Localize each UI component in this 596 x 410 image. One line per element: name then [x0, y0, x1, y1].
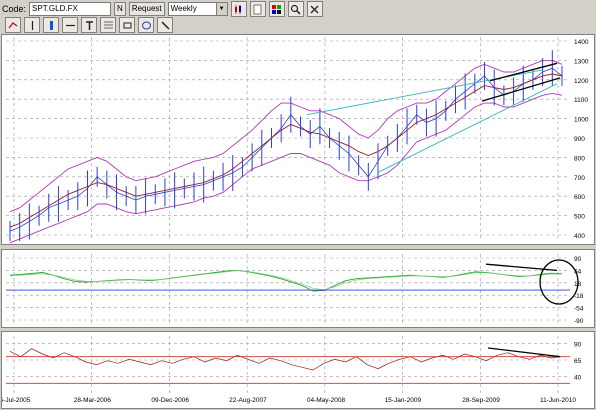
chevron-down-icon: ▼: [215, 3, 227, 15]
y-tick-label: 700: [574, 175, 585, 182]
drawing-tool-icon[interactable]: [5, 17, 21, 33]
series-line-0: [9, 348, 563, 371]
divergence-line: [485, 263, 558, 272]
y-tick-label: 90: [574, 256, 582, 263]
rsi-chart: 90 65 40 15-Jul-2005 28-Mar-2006 09-Dec-2006 2…: [0, 336, 582, 404]
n-button[interactable]: N: [114, 2, 126, 16]
y-tick-label: 1300: [574, 58, 589, 65]
y-tick-label: 65: [574, 358, 582, 365]
fibonacci-icon[interactable]: [100, 17, 116, 33]
y-tick-label: -18: [574, 293, 584, 300]
y-tick-label: -90: [574, 318, 584, 325]
y-tick-label: 500: [574, 214, 585, 221]
period-value: Weekly: [170, 4, 197, 13]
y-tick-label: 400: [574, 233, 585, 240]
price-chart: 400 500 600 700 800 900 1000 1100 1200 1300 1400: [6, 37, 589, 244]
x-tick-label: 11-Jun-2010: [540, 397, 576, 404]
text-tool-icon[interactable]: [81, 17, 97, 33]
line-tool-icon[interactable]: [157, 17, 173, 33]
series-line-1: [9, 270, 562, 291]
toolbar: Code: SPT.GLD.FX N Request Weekly ▼: [0, 0, 596, 34]
x-tick-label: 15-Jul-2005: [2, 397, 31, 404]
black-trendline-bottom: [481, 77, 561, 102]
rsi-divergence-line: [487, 347, 561, 358]
x-tick-label: 22-Aug-2007: [229, 397, 267, 404]
code-label: Code:: [2, 4, 27, 14]
y-tick-label: 1400: [574, 39, 589, 46]
price-panel[interactable]: 400 500 600 700 800 900 1000 1100 1200 1300 1400: [1, 34, 595, 245]
black-trendline-top: [489, 62, 558, 82]
oscillator-panel[interactable]: 90 54 18 -18 -54 -90: [1, 249, 595, 328]
x-tick-label: 09-Dec-2006: [151, 397, 189, 404]
x-tick-label: 04-May-2008: [307, 397, 346, 404]
tools-icon[interactable]: [306, 1, 323, 17]
highlight-circle: [539, 259, 579, 305]
series-line-0: [9, 269, 563, 292]
rectangle-tool-icon[interactable]: [119, 17, 135, 33]
y-tick-label: -54: [574, 306, 584, 313]
zoom-icon[interactable]: [287, 1, 304, 17]
cyan-trendline-bottom: [376, 83, 558, 174]
request-button[interactable]: Request: [128, 2, 165, 16]
vertical-line-icon[interactable]: [24, 17, 40, 33]
y-tick-label: 600: [574, 194, 585, 201]
y-tick-label: 40: [574, 375, 582, 382]
y-tick-label: 1000: [574, 117, 589, 124]
color-palette-icon[interactable]: [268, 1, 285, 17]
rsi-panel[interactable]: 90 65 40 15-Jul-2005 28-Mar-2006 09-Dec-2006 2…: [0, 331, 595, 409]
y-tick-label: 800: [574, 155, 585, 162]
series-line-1: [9, 59, 563, 213]
series-line-0: [9, 67, 563, 232]
series-line-2: [9, 92, 563, 244]
y-tick-label: 90: [574, 341, 582, 348]
new-chart-icon[interactable]: [249, 1, 266, 17]
code-input[interactable]: SPT.GLD.FX: [29, 2, 112, 16]
ellipse-tool-icon[interactable]: [138, 17, 154, 33]
x-tick-label: 15-Jan-2009: [385, 397, 422, 404]
y-tick-label: 54: [574, 268, 582, 275]
x-tick-label: 28-Sep-2009: [462, 397, 500, 404]
y-tick-label: 900: [574, 136, 585, 143]
horizontal-line-icon[interactable]: [62, 17, 78, 33]
series-line-3: [9, 73, 563, 228]
x-tick-label: 28-Mar-2006: [74, 397, 112, 404]
period-select[interactable]: Weekly ▼: [167, 2, 228, 16]
y-tick-label: 1200: [574, 78, 589, 85]
toolbar-row-bottom: [2, 17, 173, 33]
toolbar-row-top: Code: SPT.GLD.FX N Request Weekly ▼: [2, 1, 323, 17]
y-tick-label: 1100: [574, 97, 588, 104]
vertical-bar-icon[interactable]: [43, 17, 59, 33]
candle-chart-icon[interactable]: [230, 1, 247, 17]
